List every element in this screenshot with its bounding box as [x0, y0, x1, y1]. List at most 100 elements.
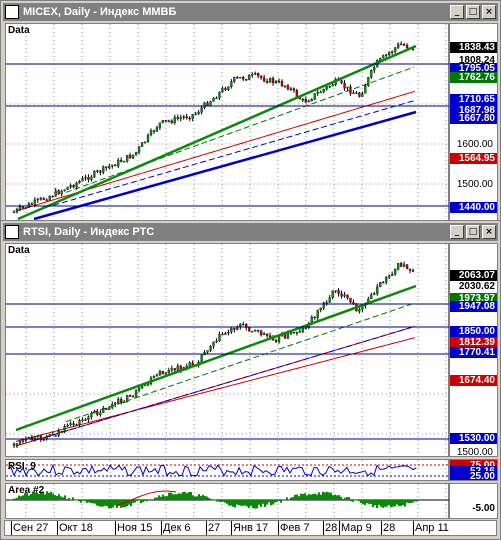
area-pane[interactable]: Area #2 -5.00: [5, 483, 498, 519]
candle-body: [331, 84, 334, 87]
area-bar: [294, 494, 296, 500]
candle-body: [164, 120, 168, 122]
candle-body: [128, 395, 132, 397]
micex-price-pane[interactable]: Data 1838.43 1808.24 1795.05 1762.76 1710.65…: [5, 23, 498, 223]
minimize-button[interactable]: _: [450, 5, 464, 19]
candle-body: [361, 93, 364, 97]
rtsi-pane-label: Data: [8, 245, 30, 256]
candle-body: [283, 334, 287, 339]
candle-body: [221, 333, 224, 336]
area-bar: [306, 495, 308, 500]
area-bar: [128, 500, 130, 505]
candle-body: [131, 154, 135, 159]
candle-body: [114, 402, 117, 405]
candle-body: [30, 203, 34, 205]
area-bar: [124, 500, 126, 508]
area-bar: [396, 500, 398, 505]
candle-body: [209, 101, 212, 107]
candle-body: [349, 297, 352, 303]
rsi-pane[interactable]: RSI, 9 75.0052.1625.00: [5, 459, 498, 481]
area-bar: [130, 500, 132, 507]
candle-body: [322, 89, 325, 93]
price-tag: 1808.24: [450, 55, 497, 66]
candle-body: [295, 332, 299, 334]
candle-body: [242, 77, 245, 80]
area-bar: [90, 500, 92, 504]
micex-pane-label: Data: [8, 25, 30, 36]
candle-body: [405, 264, 409, 270]
area-bar: [302, 493, 304, 500]
candle-body: [57, 190, 60, 195]
candle-body: [408, 268, 412, 271]
date-axis-label: Окт 18: [59, 522, 93, 534]
area-bar: [360, 500, 362, 504]
area-bar: [202, 494, 204, 500]
area-bar: [48, 492, 50, 500]
candle-body: [81, 178, 84, 182]
candle-body: [251, 330, 254, 333]
area-bar: [228, 500, 230, 506]
area-bar: [372, 500, 374, 508]
candle-body: [117, 159, 120, 167]
candle-body: [117, 399, 120, 403]
area-bar: [52, 493, 54, 500]
area-bar: [222, 500, 224, 502]
area-bar: [290, 497, 292, 500]
candle-body: [399, 263, 403, 267]
candle-body: [78, 420, 81, 425]
candle-body: [155, 374, 159, 377]
candle-body: [39, 197, 42, 200]
area-bar: [340, 496, 342, 500]
date-axis-separator: [381, 521, 382, 535]
candle-body: [12, 211, 16, 214]
area-bar: [106, 500, 108, 506]
area-bar: [324, 492, 326, 500]
close-button[interactable]: ×: [482, 225, 496, 239]
minimize-button[interactable]: _: [450, 225, 464, 239]
area-bar: [74, 500, 76, 501]
area-bar: [162, 494, 164, 500]
chart-app-icon: [5, 5, 19, 19]
candle-body: [99, 170, 102, 173]
candle-body: [96, 170, 99, 172]
candle-body: [21, 440, 25, 442]
candle-body: [134, 390, 138, 397]
price-tag: 1762.76: [450, 72, 497, 83]
restore-button[interactable]: □: [466, 225, 480, 239]
candle-body: [128, 155, 132, 159]
area-bar: [142, 500, 144, 503]
date-axis-separator: [231, 521, 232, 535]
area-bar: [54, 495, 56, 500]
area-signal-line: [115, 490, 177, 507]
candle-body: [84, 176, 87, 179]
candle-body: [268, 335, 272, 338]
restore-button[interactable]: □: [466, 5, 480, 19]
candle-body: [328, 297, 331, 303]
date-axis-label: Мар 9: [341, 522, 372, 534]
candle-body: [206, 102, 209, 107]
candle-body: [325, 86, 328, 90]
area-bar: [188, 491, 190, 500]
candle-body: [93, 170, 96, 178]
area-bar: [366, 500, 368, 504]
close-button[interactable]: ×: [482, 5, 496, 19]
area-bar: [292, 497, 294, 500]
candle-body: [185, 116, 188, 119]
area-bar: [36, 492, 38, 500]
candle-body: [295, 90, 299, 98]
candle-body: [111, 404, 114, 408]
candle-body: [203, 102, 206, 108]
candle-body: [257, 329, 260, 332]
candle-body: [75, 424, 78, 426]
area-bar: [184, 491, 186, 500]
rtsi-titlebar[interactable]: RTSI, Daily - Индекс РТС _ □ ×: [3, 223, 498, 241]
area-bar: [168, 492, 170, 500]
candle-body: [319, 91, 322, 94]
area-bar: [362, 500, 364, 505]
area-bar: [242, 500, 244, 506]
rtsi-price-pane[interactable]: Data 2063.07 2030.62 1973.97 1947.08 1850.00…: [5, 243, 498, 457]
area-bar: [144, 500, 146, 501]
area-bar: [20, 496, 22, 500]
candle-body: [108, 166, 111, 168]
micex-titlebar[interactable]: MICEX, Daily - Индекс ММВБ _ □ ×: [3, 3, 498, 21]
